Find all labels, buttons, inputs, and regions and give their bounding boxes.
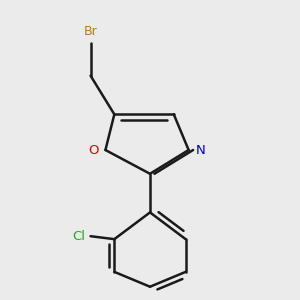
Text: O: O bbox=[88, 143, 99, 157]
Text: Cl: Cl bbox=[72, 230, 85, 243]
Text: Br: Br bbox=[84, 25, 98, 38]
Text: N: N bbox=[196, 143, 206, 157]
